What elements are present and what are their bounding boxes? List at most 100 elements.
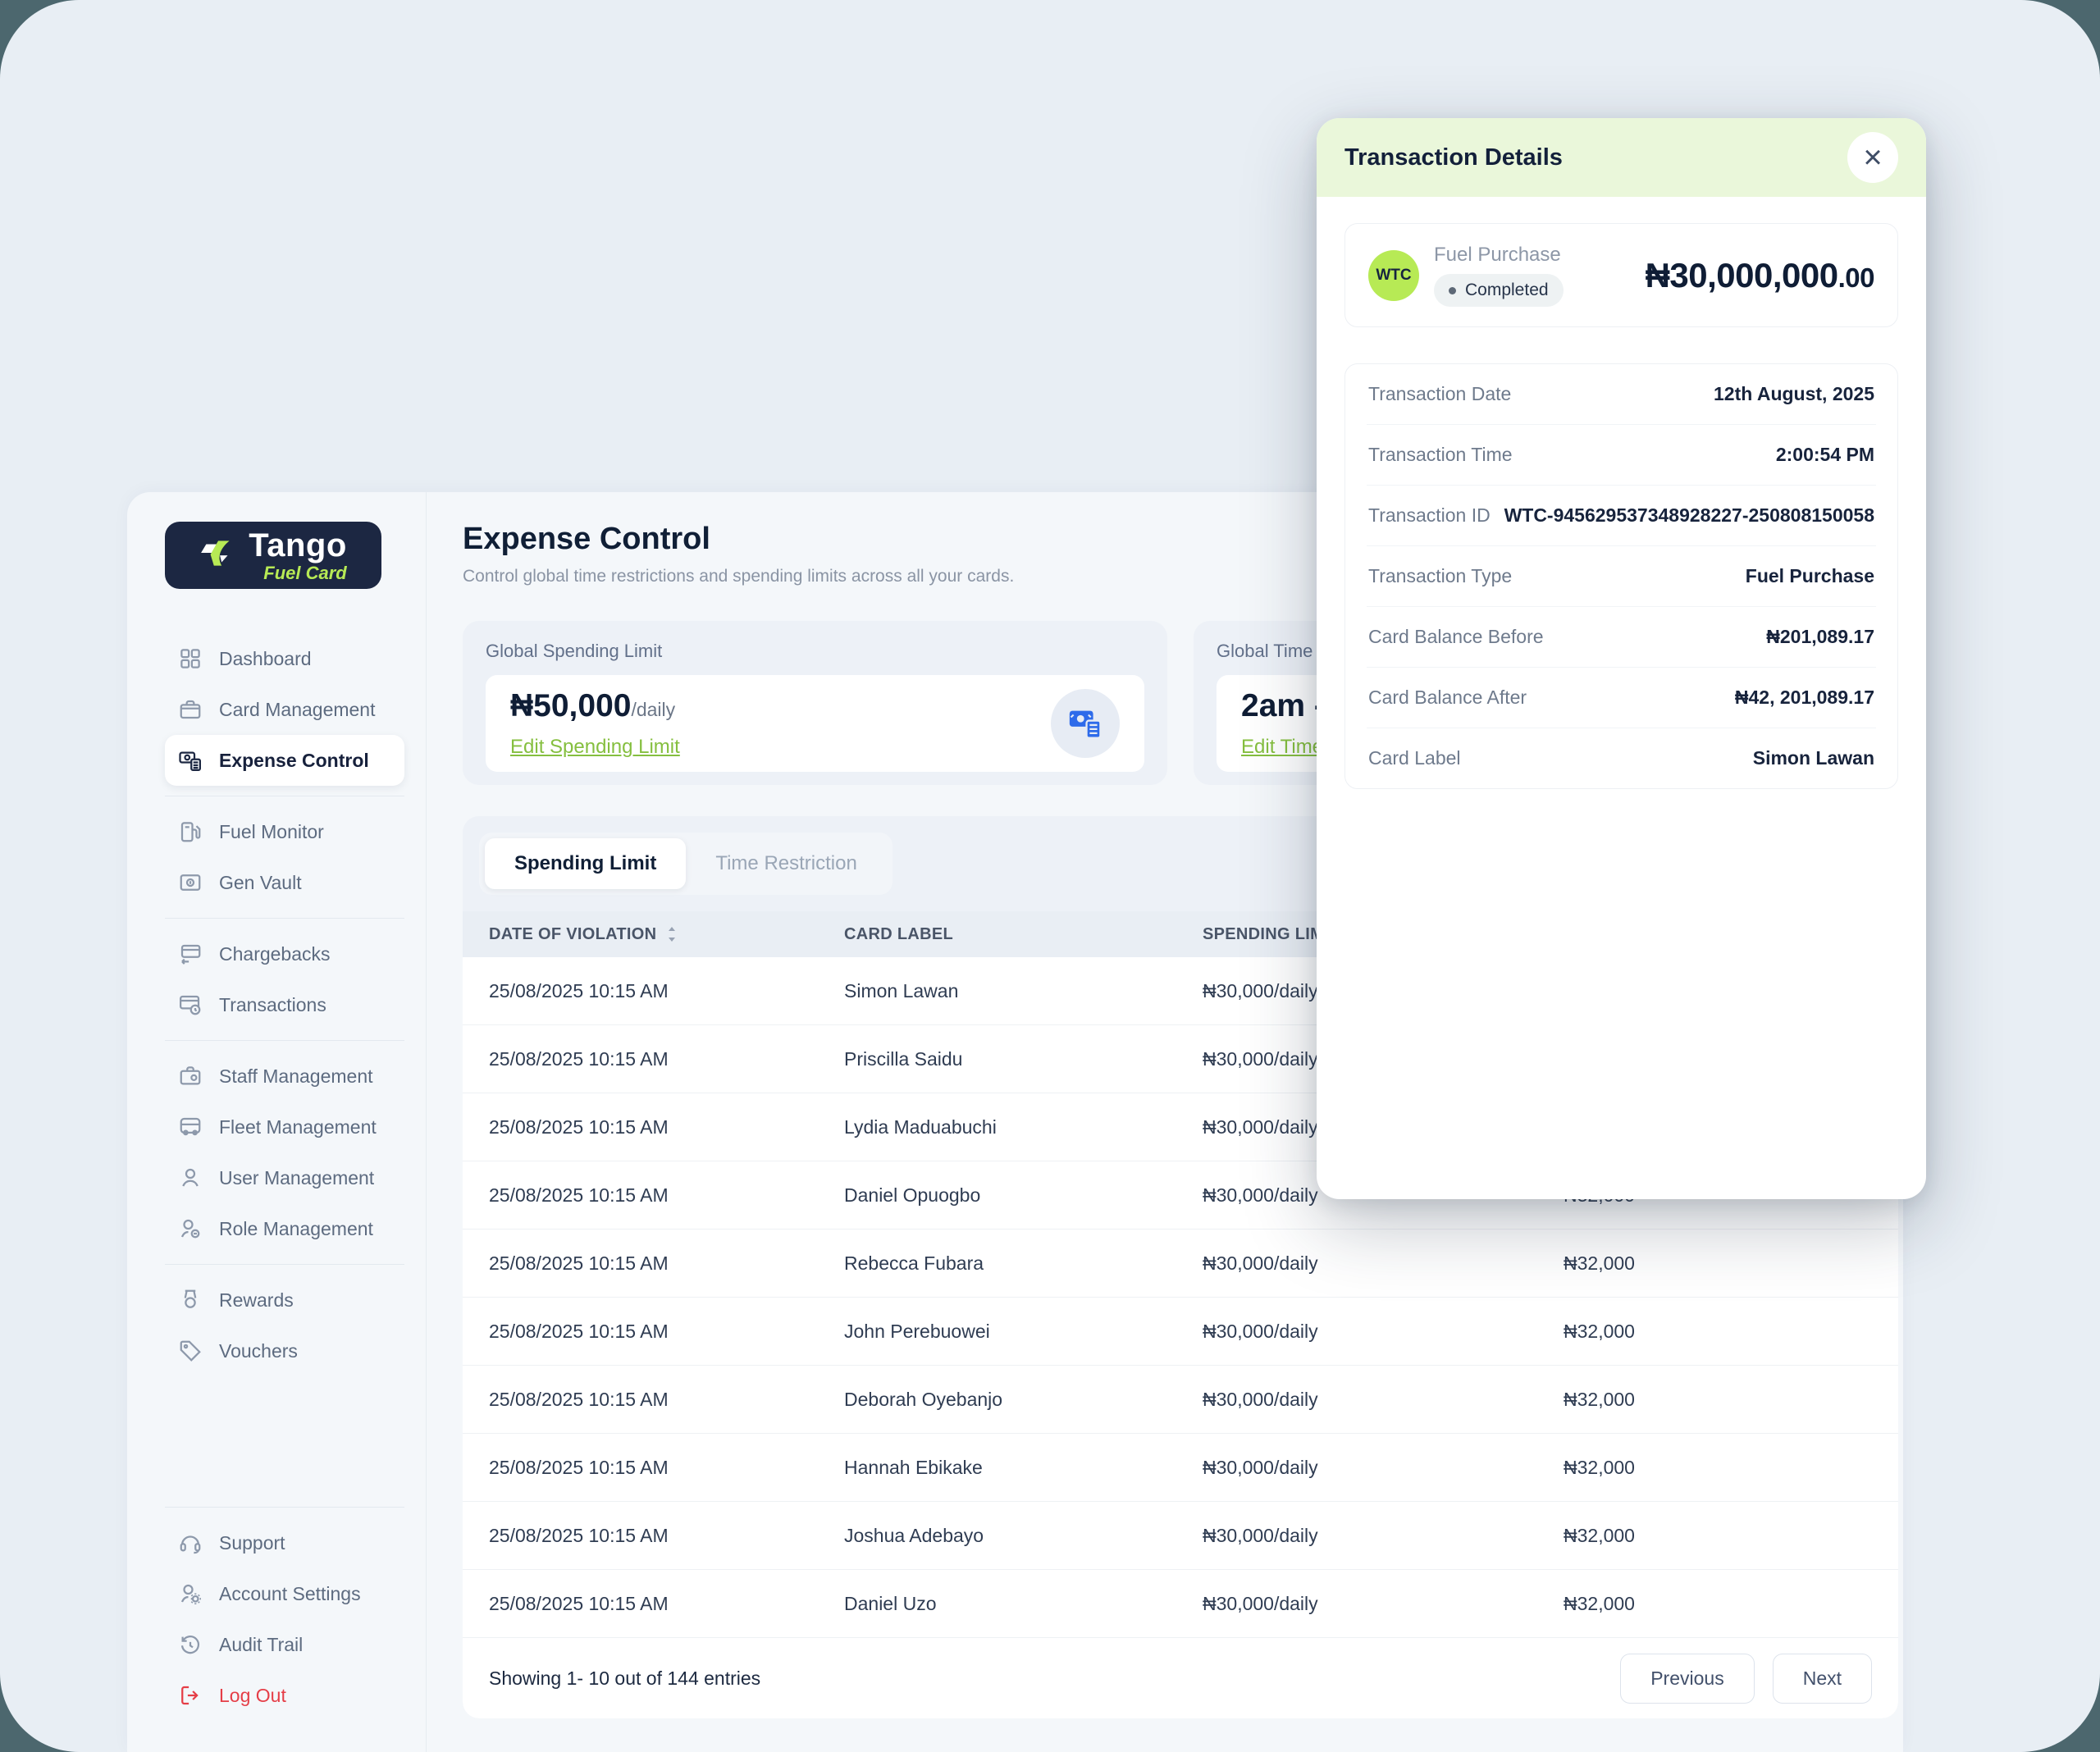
- violation-tabs: Spending Limit Time Restriction: [479, 833, 892, 895]
- tango-logo: Tango Fuel Card: [165, 522, 381, 589]
- logo-name: Tango: [249, 527, 347, 563]
- detail-row: Card Balance After ₦42, 201,089.17: [1367, 668, 1876, 728]
- transactions-icon: [178, 992, 203, 1017]
- table-row[interactable]: 25/08/2025 10:15 AM Daniel Opuogbo ₦30,000…: [463, 1161, 1898, 1230]
- vault-icon: [178, 870, 203, 895]
- table-footer: Showing 1- 10 out of 144 entries Previou…: [463, 1638, 1898, 1718]
- sidebar-item-label: Role Management: [219, 1217, 373, 1239]
- sidebar-divider: [165, 1264, 404, 1265]
- transaction-details-list: Transaction Date 12th August, 2025 Transa…: [1344, 363, 1898, 789]
- card-label: Global Spending Limit: [486, 641, 663, 661]
- table-row[interactable]: 25/08/2025 10:15 AM Hannah Ebikake ₦30,000…: [463, 1434, 1898, 1502]
- transaction-amount: ₦30,000,000.00: [1645, 255, 1875, 294]
- page-title: Expense Control: [463, 522, 710, 556]
- detail-row: Transaction Time 2:00:54 PM: [1367, 425, 1876, 486]
- status-badge: Completed: [1434, 274, 1564, 307]
- sidebar-item-fleet-management[interactable]: Fleet Management: [165, 1102, 404, 1152]
- sidebar-item-label: Expense Control: [219, 749, 369, 771]
- user-icon: [178, 1166, 203, 1190]
- sidebar-item-label: Support: [219, 1531, 285, 1554]
- briefcase-user-icon: [178, 1064, 203, 1088]
- previous-button[interactable]: Previous: [1620, 1653, 1755, 1704]
- spending-limit-icon-circle: [1051, 689, 1120, 758]
- status-dot-icon: [1449, 286, 1456, 294]
- violations-table-card: Spending Limit Time Restriction DATE OF …: [463, 816, 1898, 1718]
- sidebar-item-label: Audit Trail: [219, 1633, 304, 1655]
- transaction-type-label: Fuel Purchase: [1434, 244, 1561, 266]
- modal-body: WTC Fuel Purchase Completed ₦30,000,000.…: [1317, 197, 1926, 815]
- detail-row: Transaction Date 12th August, 2025: [1367, 364, 1876, 425]
- page-subtitle: Control global time restrictions and spe…: [463, 567, 1015, 586]
- spending-limit-amount: ₦50,000: [510, 688, 632, 723]
- sidebar-item-label: Card Management: [219, 698, 376, 720]
- sidebar-item-label: Fleet Management: [219, 1116, 377, 1138]
- detail-row: Card Balance Before ₦201,089.17: [1367, 607, 1876, 668]
- spending-limit-period: /daily: [631, 699, 676, 720]
- tab-spending-limit[interactable]: Spending Limit: [485, 838, 687, 889]
- dashboard-grid-icon: [178, 646, 203, 671]
- sidebar-item-account-settings[interactable]: Account Settings: [165, 1568, 404, 1619]
- sidebar-item-vouchers[interactable]: Vouchers: [165, 1325, 404, 1376]
- column-header-card-label[interactable]: CARD LABEL: [844, 924, 953, 943]
- table-row[interactable]: 25/08/2025 10:15 AM Deborah Oyebanjo ₦30,0…: [463, 1366, 1898, 1434]
- sidebar-item-staff-management[interactable]: Staff Management: [165, 1051, 404, 1102]
- next-button[interactable]: Next: [1772, 1653, 1872, 1704]
- expense-control-icon: [178, 748, 203, 773]
- history-clock-icon: [178, 1632, 203, 1657]
- logout-icon: [178, 1683, 203, 1708]
- entries-summary: Showing 1- 10 out of 144 entries: [489, 1667, 761, 1689]
- column-header-spending-limit[interactable]: SPENDING LIMIT: [1203, 924, 1340, 943]
- sidebar-item-label: Chargebacks: [219, 942, 331, 965]
- sort-icon[interactable]: [664, 925, 679, 943]
- sidebar-item-expense-control[interactable]: Expense Control: [165, 735, 404, 786]
- money-calculator-icon: [1069, 710, 1102, 739]
- sidebar-divider: [165, 918, 404, 919]
- wallet-icon: [178, 697, 203, 722]
- transaction-summary-card: WTC Fuel Purchase Completed ₦30,000,000.…: [1344, 223, 1898, 327]
- user-gear-icon: [178, 1581, 203, 1606]
- tag-icon: [178, 1339, 203, 1363]
- main-content: Expense Control Control global time rest…: [427, 492, 1903, 1752]
- sidebar-item-log-out[interactable]: Log Out: [165, 1670, 404, 1721]
- sidebar: Tango Fuel Card Dashboard Card Managemen…: [127, 492, 427, 1752]
- sidebar-item-label: Transactions: [219, 993, 326, 1015]
- sidebar-item-label: Log Out: [219, 1684, 286, 1706]
- table-row[interactable]: 25/08/2025 10:15 AM Rebecca Fubara ₦30,000…: [463, 1230, 1898, 1298]
- sidebar-item-user-management[interactable]: User Management: [165, 1152, 404, 1203]
- sidebar-item-gen-vault[interactable]: Gen Vault: [165, 857, 404, 908]
- table-row[interactable]: 25/08/2025 10:15 AM Daniel Uzo ₦30,000/dai…: [463, 1570, 1898, 1638]
- close-button[interactable]: ×: [1847, 132, 1898, 183]
- edit-spending-limit-link[interactable]: Edit Spending Limit: [510, 736, 680, 758]
- sidebar-item-label: Staff Management: [219, 1065, 373, 1087]
- sidebar-item-audit-trail[interactable]: Audit Trail: [165, 1619, 404, 1670]
- sidebar-item-support[interactable]: Support: [165, 1517, 404, 1568]
- fuel-pump-icon: [178, 819, 203, 844]
- sidebar-divider: [165, 1040, 404, 1041]
- sidebar-item-label: Account Settings: [219, 1582, 361, 1604]
- sidebar-item-card-management[interactable]: Card Management: [165, 684, 404, 735]
- headset-icon: [178, 1531, 203, 1555]
- global-spending-limit-card: Global Spending Limit ₦50,000/daily Edit…: [463, 621, 1167, 785]
- detail-row: Transaction Type Fuel Purchase: [1367, 546, 1876, 607]
- sidebar-item-role-management[interactable]: Role Management: [165, 1203, 404, 1254]
- sidebar-item-label: Fuel Monitor: [219, 820, 324, 842]
- sidebar-item-transactions[interactable]: Transactions: [165, 979, 404, 1030]
- sidebar-item-dashboard[interactable]: Dashboard: [165, 633, 404, 684]
- tango-logo-icon: [199, 535, 237, 577]
- sidebar-item-chargebacks[interactable]: Chargebacks: [165, 928, 404, 979]
- sidebar-item-label: User Management: [219, 1166, 375, 1189]
- bus-icon: [178, 1115, 203, 1139]
- table-row[interactable]: 25/08/2025 10:15 AM John Perebuowei ₦30,00…: [463, 1298, 1898, 1366]
- column-header-date[interactable]: DATE OF VIOLATION: [463, 925, 844, 944]
- sidebar-item-fuel-monitor[interactable]: Fuel Monitor: [165, 806, 404, 857]
- detail-row: Card Label Simon Lawan: [1368, 747, 1874, 769]
- sidebar-item-label: Rewards: [219, 1289, 294, 1311]
- table-row[interactable]: 25/08/2025 10:15 AM Joshua Adebayo ₦30,000…: [463, 1502, 1898, 1570]
- sidebar-nav: Dashboard Card Management Expense Contro…: [165, 633, 404, 1721]
- modal-header: Transaction Details ×: [1317, 118, 1926, 197]
- sidebar-item-rewards[interactable]: Rewards: [165, 1275, 404, 1325]
- sidebar-item-label: Dashboard: [219, 647, 312, 669]
- tab-time-restriction[interactable]: Time Restriction: [715, 852, 857, 874]
- close-icon: ×: [1863, 139, 1883, 176]
